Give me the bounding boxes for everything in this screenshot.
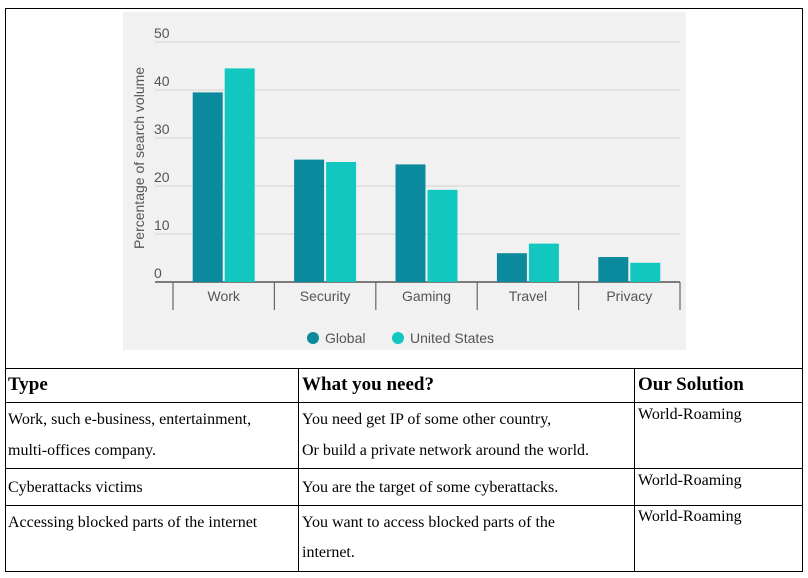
bar-united-states (427, 189, 458, 282)
table-row-border (5, 505, 803, 506)
row1-solution: World-Roaming (638, 406, 742, 423)
y-tick-label: 0 (154, 265, 162, 281)
y-tick-label: 20 (154, 169, 170, 185)
header-need: What you need? (302, 374, 434, 395)
table-column-border (634, 368, 635, 572)
chart-svg: 0 10 20 30 40 50 Percentage of search volume Wo… (131, 25, 681, 346)
header-solution: Our Solution (638, 374, 744, 395)
header-type: Type (8, 374, 48, 395)
y-tick-label: 40 (154, 73, 170, 89)
table-column-border (298, 368, 299, 572)
row1-type-line1: Work, such e-business, entertainment, (8, 411, 252, 428)
table-header-border (5, 402, 803, 403)
legend-marker (307, 332, 319, 344)
table-top-border (5, 368, 803, 369)
bar-global (395, 164, 426, 282)
y-axis-label: Percentage of search volume (131, 67, 147, 249)
table-row-border (5, 468, 803, 469)
row3-need-line1: You want to access blocked parts of the (302, 514, 555, 531)
bar-united-states (224, 68, 255, 283)
bar-united-states (630, 262, 661, 282)
bar-united-states (326, 162, 357, 282)
bar-chart: 0 10 20 30 40 50 Percentage of search volume Wo… (123, 12, 686, 350)
y-tick-label: 30 (154, 121, 170, 137)
row1-type-line2: multi-offices company. (8, 442, 156, 459)
row2-need: You are the target of some cyberattacks. (302, 479, 559, 496)
row2-solution: World-Roaming (638, 472, 742, 489)
bar-united-states (528, 243, 559, 282)
row3-type: Accessing blocked parts of the internet (8, 514, 258, 531)
row3-need-line2: internet. (302, 544, 355, 561)
bar-global (598, 257, 629, 282)
row1-need-line1: You need get IP of some other country, (302, 411, 552, 428)
legend-label: United States (410, 330, 494, 346)
y-tick-label: 50 (154, 25, 170, 41)
x-tick-label: Security (300, 288, 351, 304)
x-tick-label: Privacy (606, 288, 652, 304)
x-tick-label: Gaming (402, 288, 451, 304)
legend-marker (392, 332, 404, 344)
row3-solution: World-Roaming (638, 508, 742, 525)
legend-label: Global (325, 330, 365, 346)
row1-need-line2: Or build a private network around the wo… (302, 442, 590, 459)
bar-global (294, 159, 325, 282)
bar-global (192, 92, 223, 283)
bar-global (496, 253, 527, 282)
row2-type: Cyberattacks victims (8, 479, 143, 496)
document-frame (5, 8, 803, 572)
y-tick-label: 10 (154, 217, 170, 233)
x-tick-label: Work (207, 288, 240, 304)
x-tick-label: Travel (509, 288, 547, 304)
